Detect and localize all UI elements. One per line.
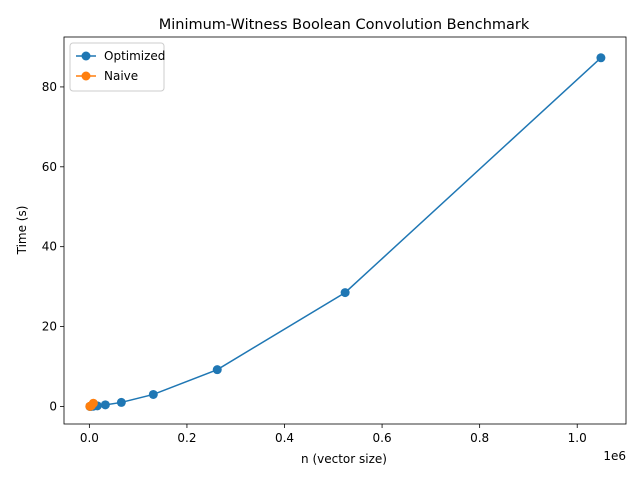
- y-axis-label: Time (s): [15, 206, 29, 256]
- plot-area: [85, 53, 606, 411]
- data-point-optimized: [100, 400, 110, 410]
- x-tick-label: 1.0: [568, 431, 587, 445]
- legend-item-naive: Naive: [76, 69, 138, 83]
- y-tick-label: 0: [49, 399, 57, 413]
- data-point-optimized: [116, 397, 126, 407]
- x-tick-label: 0.4: [275, 431, 294, 445]
- x-axis-offset-label: 1e6: [603, 449, 626, 463]
- data-point-optimized: [596, 53, 606, 63]
- legend: Optimized Naive: [69, 42, 165, 92]
- x-tick-label: 0.6: [373, 431, 392, 445]
- x-tick-label: 0.8: [470, 431, 489, 445]
- legend-marker: [81, 71, 91, 81]
- data-point-optimized: [148, 389, 158, 399]
- y-tick-label: 20: [42, 320, 57, 334]
- data-point-optimized: [212, 365, 222, 375]
- y-tick-label: 40: [42, 240, 57, 254]
- x-tick-label: 0.2: [177, 431, 196, 445]
- y-axis: 0 20 40 60 80: [42, 80, 64, 413]
- chart-title: Minimum-Witness Boolean Convolution Benc…: [159, 17, 530, 33]
- data-point-naive: [88, 398, 98, 408]
- x-tick-label: 0.0: [80, 431, 99, 445]
- legend-marker: [81, 51, 91, 61]
- legend-label: Optimized: [104, 49, 165, 63]
- series-naive: [85, 398, 98, 411]
- axes-frame: [63, 36, 627, 425]
- data-point-optimized: [340, 288, 350, 298]
- x-axis-label: n (vector size): [301, 452, 387, 466]
- legend-item-optimized: Optimized: [76, 49, 165, 63]
- x-axis: 0.0 0.2 0.4 0.6 0.8 1.0: [80, 424, 587, 445]
- y-tick-label: 60: [42, 160, 57, 174]
- y-tick-label: 80: [42, 80, 57, 94]
- legend-label: Naive: [104, 69, 138, 83]
- legend-box: [69, 42, 165, 92]
